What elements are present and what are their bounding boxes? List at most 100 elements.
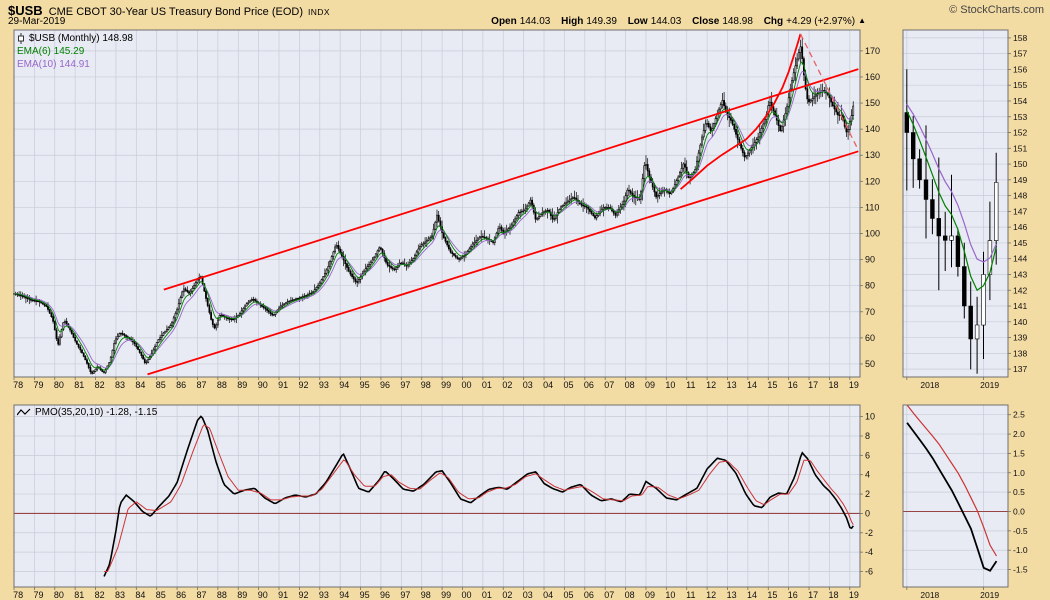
y-axis-tick-label: -4 [865,547,873,557]
candlestick-icon [18,33,24,44]
x-axis-tick-label: 86 [176,380,186,390]
y-axis-tick-label: 148 [1013,191,1027,201]
pmo-signal-line [906,404,998,557]
pmo-line [906,422,998,572]
y-axis-tick-label: 141 [1013,301,1027,311]
x-axis-tick-label: 92 [298,380,308,390]
price-zoom-panel: 137 138 139 140 141 142 143 144 145 146 147 148 149 1… [902,29,1027,390]
x-axis-tick-label: 80 [54,380,64,390]
x-axis-tick-label: 13 [727,380,737,390]
ema10-legend-label: EMA(10) 144.91 [17,59,90,70]
ema6-line [13,61,854,371]
x-axis-tick-label: 83 [115,590,125,600]
y-axis-tick-label: 80 [865,281,875,291]
y-axis-tick-label: 110 [865,202,879,212]
y-axis-tick-label: 2.5 [1013,410,1025,420]
x-axis-tick-label: 85 [156,590,166,600]
y-axis-tick-label: 140 [1013,317,1027,327]
plot-frame [902,29,1009,378]
y-axis-tick-label: 146 [1013,222,1027,232]
x-axis-tick-label: 18 [828,380,838,390]
x-axis-tick-label: 93 [319,590,329,600]
x-axis-tick-label: 03 [523,380,533,390]
plot-frame [13,29,861,378]
x-axis-tick-label: 98 [421,380,431,390]
pmo-zoom-panel: 2.5 2.0 1.5 1.0 0.5 0.0 -0.5 -1.0 -1.5 2018 2019 [902,404,1028,600]
x-axis-tick-label: 10 [665,590,675,600]
x-axis-tick-label: 13 [727,590,737,600]
x-axis-tick-label: 16 [788,590,798,600]
x-axis-tick-label: 10 [665,380,675,390]
y-axis-tick-label: 70 [865,307,875,317]
y-axis-tick-label: 151 [1013,143,1027,153]
x-axis-tick-label: 09 [645,590,655,600]
y-axis-tick-label: 1.5 [1013,448,1025,458]
chart-date: 29-Mar-2019 [8,16,66,27]
y-axis-tick-label: 10 [865,412,875,422]
pmo-legend-label: PMO(35,20,10) -1.28, -1.15 [35,407,158,418]
y-axis-tick-label: 4 [865,470,870,480]
y-axis-tick-label: 60 [865,333,875,343]
x-axis-tick-label: 12 [706,590,716,600]
y-axis-tick-label: 150 [865,98,880,108]
pmo-line [103,415,854,577]
y-axis-tick-label: 154 [1013,96,1027,106]
x-axis-tick-label: 78 [13,590,23,600]
y-axis-tick-label: 120 [865,176,880,186]
pmo-legend: PMO(35,20,10) -1.28, -1.15 [17,407,157,418]
x-axis-tick-label: 84 [135,590,145,600]
x-axis-tick-label: 00 [462,380,472,390]
x-axis-tick-label: 93 [319,380,329,390]
y-axis-tick-label: 142 [1013,285,1027,295]
x-axis-tick-label: 96 [380,380,390,390]
y-axis-tick-label: 139 [1013,333,1027,343]
y-axis-tick-label: -6 [865,567,873,577]
line-chart-icon [17,408,31,416]
x-axis-tick-label: 16 [788,380,798,390]
y-axis-tick-label: -2 [865,528,873,538]
y-axis-tick-label: 150 [1013,159,1027,169]
low-label: Low [627,16,648,27]
x-axis-tick-label: 94 [339,380,349,390]
channel-lower-trendline [147,150,859,376]
channel-upper-trendline [163,68,859,291]
x-axis-tick-label: 06 [584,590,594,600]
x-axis-tick-label: 87 [197,380,207,390]
x-axis-tick-label: 02 [502,380,512,390]
x-axis-tick-label: 08 [625,380,635,390]
x-axis-tick-label: 90 [258,590,268,600]
y-axis-tick-label: 152 [1013,128,1027,138]
x-axis-tick-label: 2019 [980,380,999,390]
x-axis-tick-label: 04 [543,590,553,600]
y-axis-tick-label: 147 [1013,206,1027,216]
y-axis-tick-label: 145 [1013,238,1027,248]
y-axis-tick-label: 0.5 [1013,487,1025,497]
open-value: 144.03 [519,16,551,27]
y-axis-tick-label: 158 [1013,33,1027,43]
y-axis-tick-label: 8 [865,431,870,441]
x-axis-tick-label: 95 [360,380,370,390]
x-axis-tick-label: 04 [543,380,553,390]
y-axis-tick-label: -0.5 [1013,526,1028,536]
x-axis-tick-label: 00 [462,590,472,600]
chart-header: $USB CME CBOT 30-Year US Treasury Bond Pr… [8,2,330,20]
y-axis-tick-label: 0.0 [1013,506,1025,516]
high-value: 149.39 [586,16,617,27]
y-axis-tick-label: 100 [865,229,880,239]
ema10-line [906,103,997,263]
x-axis-tick-label: 99 [441,590,451,600]
exchange-tag: INDX [308,7,330,17]
y-axis-tick-label: 6 [865,450,870,460]
y-axis-tick-label: 137 [1013,364,1027,374]
price-legend: $USB (Monthly) 148.98 EMA(6) 145.29 EMA(… [17,32,133,71]
down-candle-bodies [904,112,973,340]
low-value: 144.03 [650,16,682,27]
change-up-arrow-icon: ▲ [858,16,866,25]
plot-area [14,405,860,587]
stockcharts-copyright-link[interactable]: © StockCharts.com [949,4,1044,16]
x-axis-tick-label: 2019 [980,590,999,600]
x-axis-tick-label: 79 [33,590,43,600]
